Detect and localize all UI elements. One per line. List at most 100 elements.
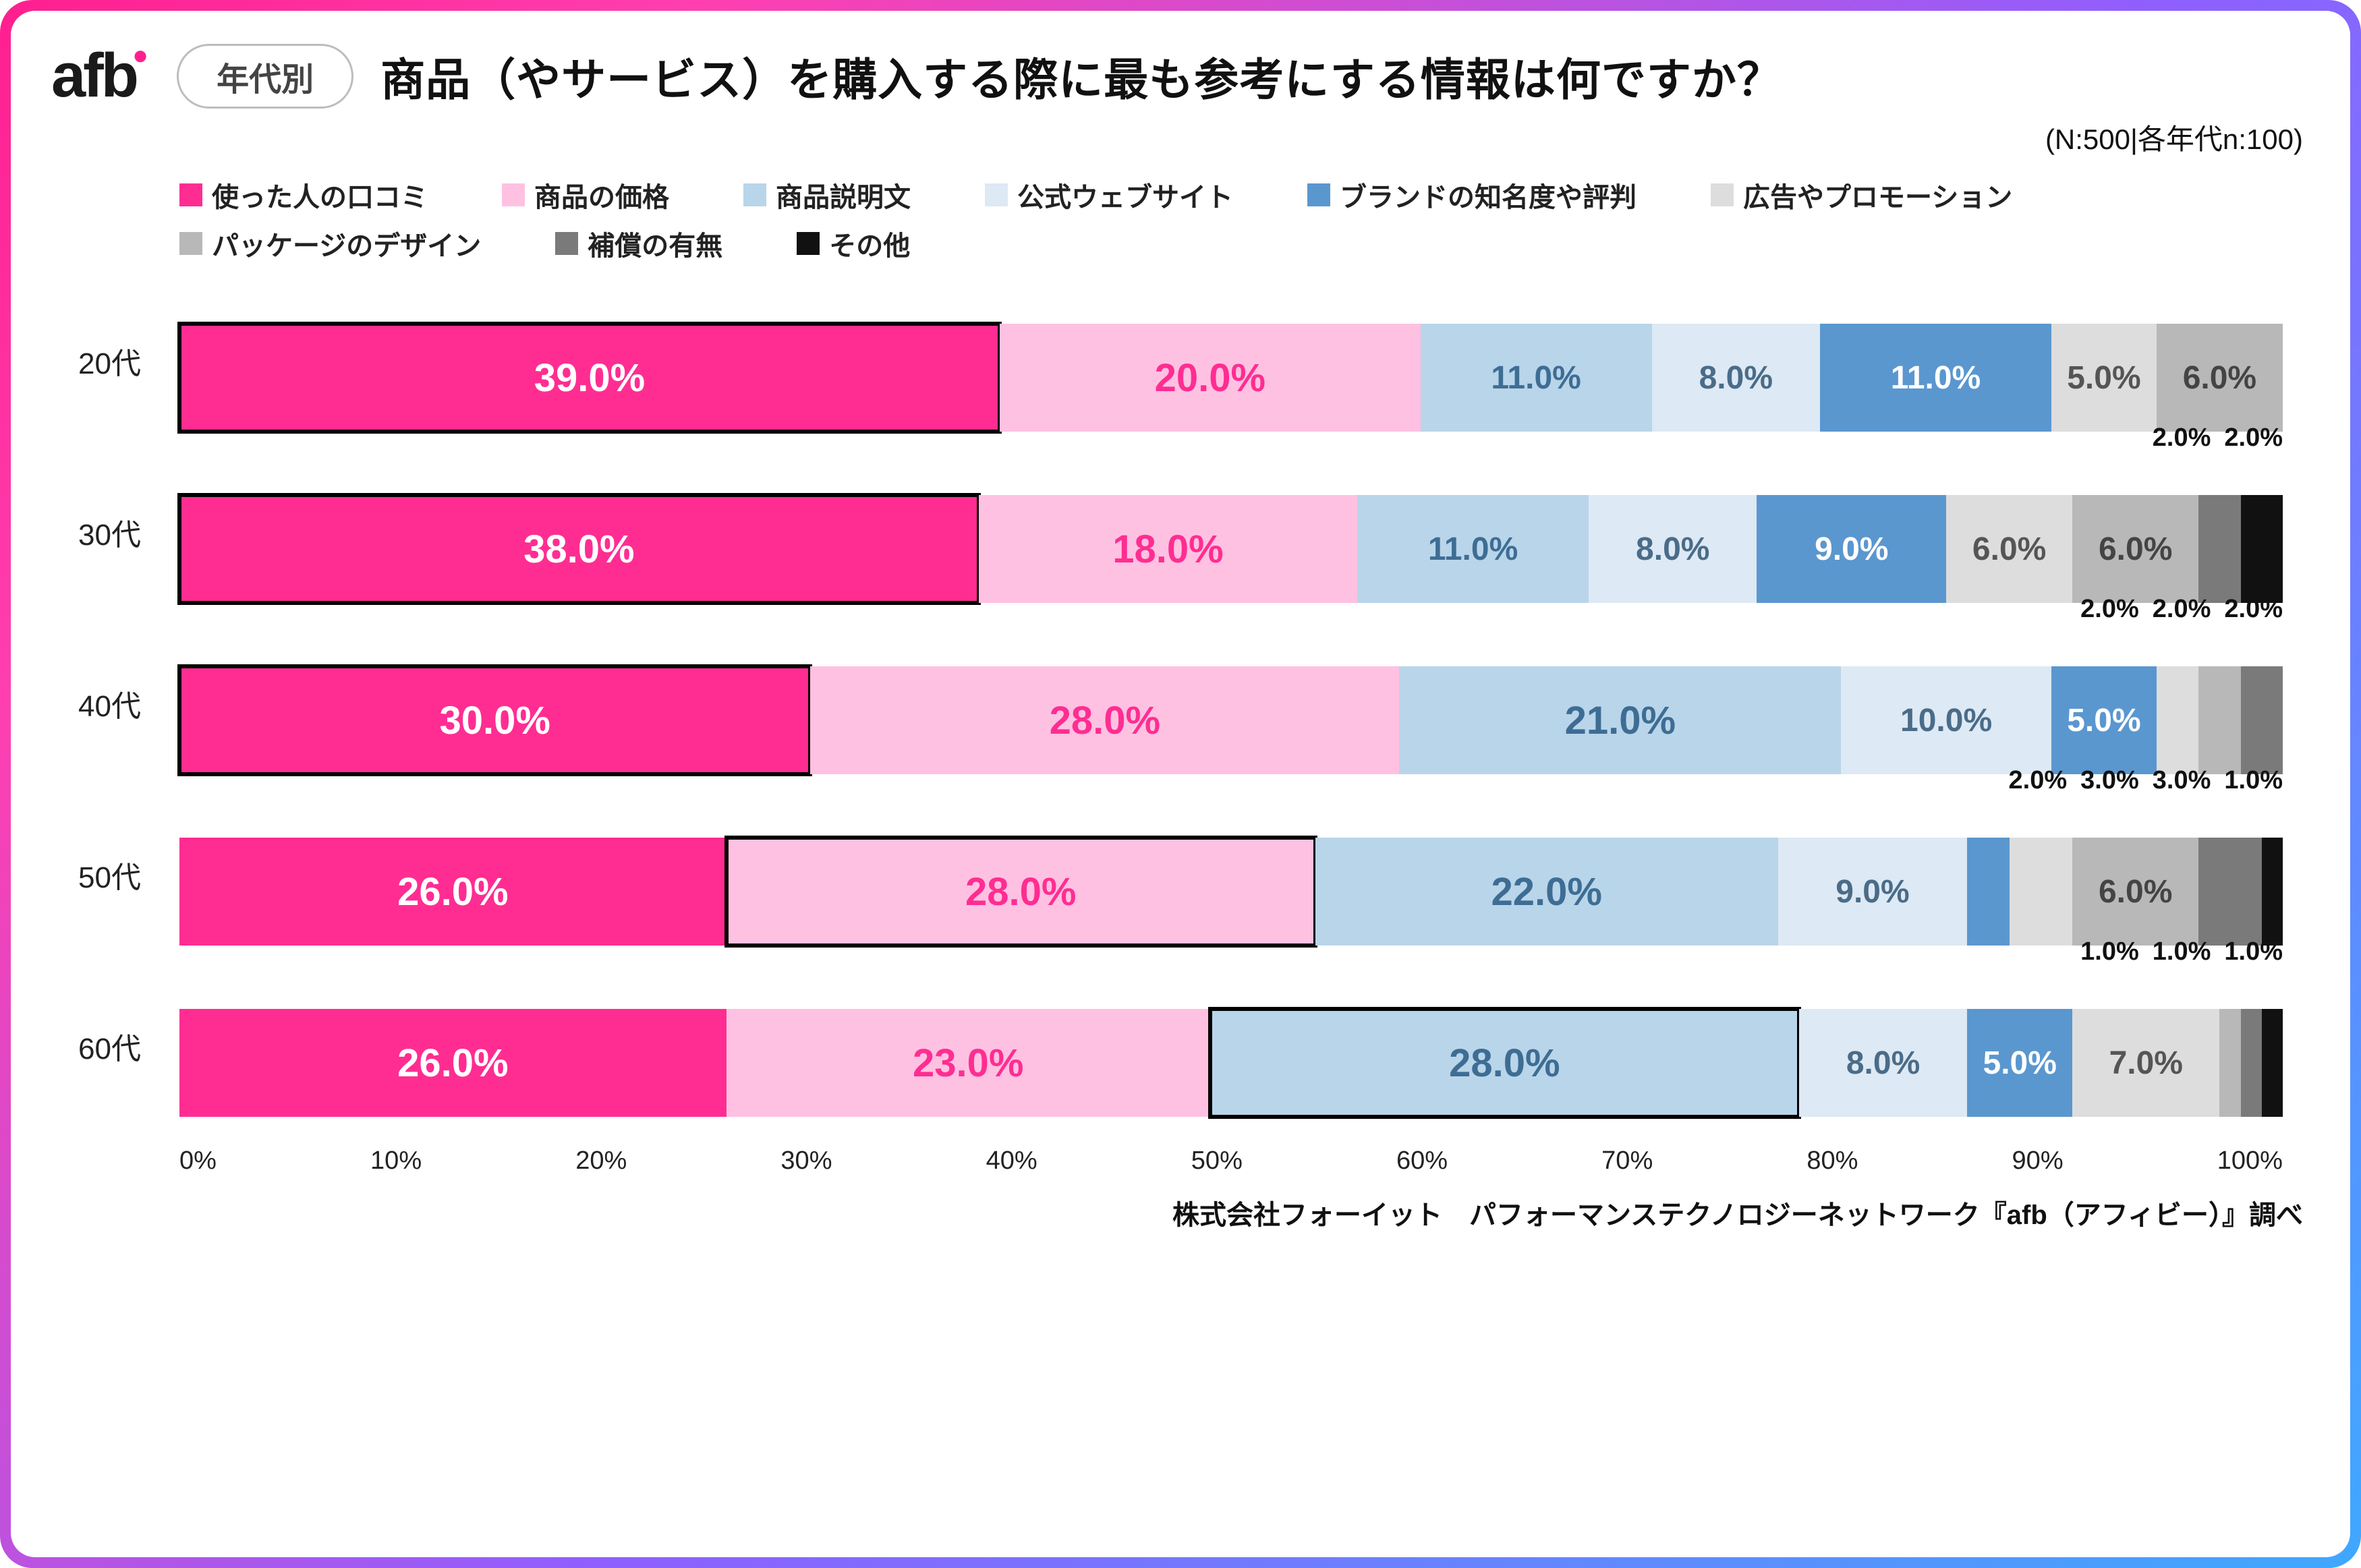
- bar-segment: 11.0%: [1421, 324, 1652, 432]
- logo-text: afb: [51, 40, 136, 111]
- row-category-label: 50代: [78, 853, 141, 896]
- stacked-bar: 38.0%18.0%11.0%8.0%9.0%6.0%6.0%: [179, 495, 2283, 603]
- chart-title: 商品（やサービス）を購入する際に最も参考にする情報は何ですか？: [380, 44, 1782, 109]
- gradient-frame: afb● 年代別 商品（やサービス）を購入する際に最も参考にする情報は何ですか？…: [0, 0, 2361, 1568]
- bar-segment: 38.0%: [179, 495, 979, 603]
- external-label: 3.0%: [2153, 766, 2211, 795]
- logo-dot-icon: ●: [132, 40, 146, 71]
- bar-segment: 10.0%: [1841, 666, 2051, 774]
- bar-segment: [2198, 495, 2240, 603]
- legend-swatch-icon: [797, 232, 820, 255]
- external-label: 1.0%: [2153, 937, 2211, 966]
- chart-panel: afb● 年代別 商品（やサービス）を購入する際に最も参考にする情報は何ですか？…: [11, 11, 2350, 1557]
- bar-row: 40代2.0%2.0%2.0%30.0%28.0%21.0%10.0%5.0%: [179, 633, 2283, 774]
- bar-segment: 20.0%: [1000, 324, 1421, 432]
- bar-segment: 5.0%: [2051, 324, 2157, 432]
- legend: 使った人の口コミ 商品の価格 商品説明文 公式ウェブサイト ブランドの知名度や評判 広告や…: [179, 175, 2310, 263]
- sample-size-note: (N:500|各年代n:100): [51, 117, 2310, 158]
- legend-item: 公式ウェブサイト: [985, 175, 1233, 214]
- bar-segment: 30.0%: [179, 666, 810, 774]
- external-label: 1.0%: [2080, 937, 2139, 966]
- legend-label: 商品説明文: [776, 175, 911, 214]
- bar-segment: 18.0%: [979, 495, 1357, 603]
- bar-segment: 26.0%: [179, 838, 727, 946]
- legend-swatch-icon: [502, 183, 525, 206]
- external-label: 1.0%: [2224, 937, 2283, 966]
- legend-label: 広告やプロモーション: [1743, 175, 2012, 214]
- x-axis-tick: 40%: [986, 1146, 1037, 1175]
- bar-segment: 6.0%: [2072, 838, 2198, 946]
- x-axis-tick: 90%: [2012, 1146, 2064, 1175]
- bar-segment: [1967, 838, 2009, 946]
- legend-item: ブランドの知名度や評判: [1307, 175, 1637, 214]
- legend-item: パッケージのデザイン: [179, 224, 481, 263]
- bar-segment: 26.0%: [179, 1009, 727, 1117]
- category-pill: 年代別: [177, 44, 353, 109]
- stacked-bar: 39.0%20.0%11.0%8.0%11.0%5.0%6.0%: [179, 324, 2283, 432]
- bar-segment: 11.0%: [1357, 495, 1589, 603]
- legend-item: 広告やプロモーション: [1711, 175, 2012, 214]
- bar-row: 50代2.0%3.0%3.0%1.0%26.0%28.0%22.0%9.0%6.…: [179, 804, 2283, 946]
- x-axis-tick: 20%: [575, 1146, 627, 1175]
- header: afb● 年代別 商品（やサービス）を購入する際に最も参考にする情報は何ですか？: [51, 40, 2310, 111]
- bar-segment: [2262, 1009, 2283, 1117]
- bar-segment: [2198, 838, 2262, 946]
- bar-segment: [2241, 495, 2283, 603]
- external-label: 3.0%: [2080, 766, 2139, 795]
- external-small-labels: 2.0%3.0%3.0%1.0%: [2009, 766, 2283, 795]
- x-axis-tick: 10%: [370, 1146, 422, 1175]
- bar-row: 30代2.0%2.0%38.0%18.0%11.0%8.0%9.0%6.0%6.…: [179, 461, 2283, 603]
- stacked-bar: 30.0%28.0%21.0%10.0%5.0%: [179, 666, 2283, 774]
- legend-item: 商品の価格: [502, 175, 669, 214]
- bar-segment: [2157, 666, 2198, 774]
- bar-segment: 21.0%: [1399, 666, 1841, 774]
- legend-label: 使った人の口コミ: [212, 175, 428, 214]
- external-small-labels: 2.0%2.0%2.0%: [2080, 595, 2283, 624]
- bar-segment: 39.0%: [179, 324, 1000, 432]
- legend-item: 補償の有無: [555, 224, 722, 263]
- bar-segment: 23.0%: [727, 1009, 1210, 1117]
- legend-swatch-icon: [1711, 183, 1734, 206]
- bar-segment: 28.0%: [727, 838, 1315, 946]
- stacked-bar: 26.0%28.0%22.0%9.0% 6.0%: [179, 838, 2283, 946]
- bar-segment: [2241, 1009, 2262, 1117]
- legend-item: 商品説明文: [743, 175, 911, 214]
- x-axis-tick: 0%: [179, 1146, 217, 1175]
- external-label: 2.0%: [2153, 424, 2211, 453]
- legend-swatch-icon: [743, 183, 766, 206]
- bar-segment: 9.0%: [1778, 838, 1968, 946]
- legend-label: ブランドの知名度や評判: [1340, 175, 1637, 214]
- row-category-label: 20代: [78, 339, 141, 382]
- row-category-label: 40代: [78, 682, 141, 725]
- bar-segment: [2010, 838, 2073, 946]
- bar-segment: 8.0%: [1589, 495, 1757, 603]
- legend-label: パッケージのデザイン: [212, 224, 481, 263]
- bar-segment: 8.0%: [1652, 324, 1820, 432]
- external-small-labels: 2.0% 2.0%: [2153, 424, 2283, 453]
- legend-item: 使った人の口コミ: [179, 175, 428, 214]
- bar-segment: 7.0%: [2072, 1009, 2219, 1117]
- source-credit: 株式会社フォーイット パフォーマンステクノロジーネットワーク『afb（アフィビー…: [51, 1193, 2310, 1232]
- stacked-bar: 26.0%23.0%28.0%8.0%5.0%7.0%: [179, 1009, 2283, 1117]
- bar-segment: 9.0%: [1757, 495, 1946, 603]
- bar-segment: 11.0%: [1820, 324, 2051, 432]
- bar-row: 20代39.0%20.0%11.0%8.0%11.0%5.0%6.0%: [179, 290, 2283, 432]
- external-label: 2.0%: [2153, 595, 2211, 624]
- legend-label: 補償の有無: [588, 224, 722, 263]
- bar-segment: 5.0%: [2051, 666, 2157, 774]
- external-label: 2.0%: [2009, 766, 2068, 795]
- bar-segment: 22.0%: [1315, 838, 1778, 946]
- legend-item: その他: [797, 224, 910, 263]
- bar-segment: 8.0%: [1799, 1009, 1967, 1117]
- bar-segment: [2241, 666, 2283, 774]
- bar-segment: 6.0%: [1946, 495, 2072, 603]
- external-label: 2.0%: [2224, 424, 2283, 453]
- bar-segment: [2198, 666, 2240, 774]
- bar-segment: [2219, 1009, 2240, 1117]
- x-axis-tick: 70%: [1601, 1146, 1653, 1175]
- bar-segment: 6.0%: [2157, 324, 2283, 432]
- bar-segment: 28.0%: [1210, 1009, 1799, 1117]
- legend-label: 公式ウェブサイト: [1017, 175, 1233, 214]
- legend-swatch-icon: [179, 183, 202, 206]
- legend-label: その他: [829, 224, 910, 263]
